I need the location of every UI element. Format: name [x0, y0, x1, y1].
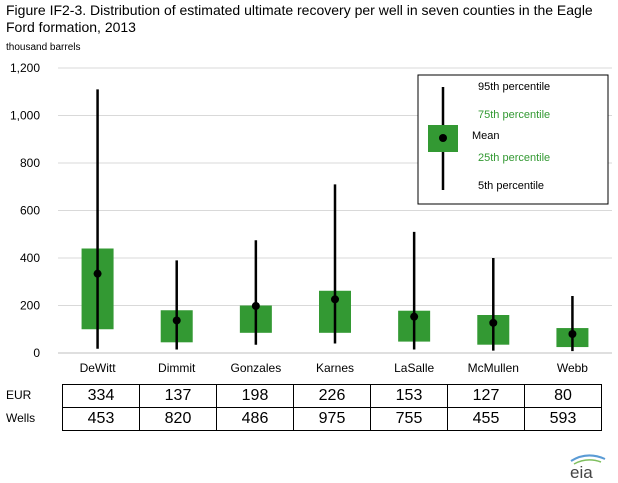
wells-row-label: Wells	[6, 411, 36, 425]
legend-p95: 95th percentile	[478, 81, 550, 93]
wells-cell: 755	[370, 407, 448, 431]
x-tick-label: Dimmit	[158, 361, 196, 375]
box-plot-chart: thousand barrels 0 200 400 600 800 1,000 1,200…	[6, 42, 612, 375]
legend-mean-marker	[439, 134, 447, 142]
y-axis-label: thousand barrels	[6, 42, 81, 53]
mean-marker	[568, 330, 577, 338]
y-tick-label: 400	[20, 251, 40, 265]
x-tick-labels: DeWitt Dimmit Gonzales Karnes LaSalle McMulle…	[80, 361, 589, 375]
legend-p5: 5th percentile	[478, 180, 544, 192]
mean-marker	[331, 295, 339, 304]
legend-p25: 25th percentile	[478, 152, 550, 164]
gridlines	[58, 67, 612, 354]
eur-cell: 226	[293, 384, 371, 408]
mean-marker	[172, 316, 181, 325]
legend: 95th percentile 75th percentile Mean 25t…	[417, 74, 609, 205]
chart-title: Figure IF2-3. Distribution of estimated …	[6, 2, 593, 35]
y-tick-label: 600	[20, 204, 40, 218]
mean-marker	[410, 312, 419, 321]
wells-cell: 455	[447, 407, 525, 431]
wells-cell: 975	[293, 407, 371, 431]
x-tick-label: LaSalle	[394, 361, 434, 375]
wells-cell: 593	[524, 407, 602, 431]
eur-wells-table: 334 137 198 226 153 127 80 453 820 486 9…	[62, 384, 602, 431]
legend-p75: 75th percentile	[478, 109, 550, 121]
svg-text:eia: eia	[570, 463, 593, 480]
eur-cell: 137	[139, 384, 217, 408]
eur-cell: 198	[216, 384, 294, 408]
boxes	[81, 89, 589, 352]
y-tick-label: 0	[33, 346, 40, 360]
wells-row: 453 820 486 975 755 455 593	[62, 407, 602, 431]
eur-cell: 153	[370, 384, 448, 408]
y-tick-label: 1,000	[10, 109, 40, 123]
legend-mean: Mean	[472, 130, 500, 142]
x-tick-label: Karnes	[316, 361, 354, 375]
x-tick-label: Webb	[557, 361, 588, 375]
wells-cell: 820	[139, 407, 217, 431]
wells-cell: 453	[62, 407, 140, 431]
eur-cell: 80	[524, 384, 602, 408]
eia-logo: eia	[570, 454, 606, 480]
mean-marker	[93, 269, 102, 278]
eur-cell: 127	[447, 384, 525, 408]
y-tick-label: 800	[20, 156, 40, 170]
mean-marker	[489, 318, 498, 327]
eur-row-label: EUR	[6, 388, 32, 402]
x-tick-label: DeWitt	[80, 361, 117, 375]
eur-row: 334 137 198 226 153 127 80	[62, 384, 602, 408]
x-tick-label: McMullen	[468, 361, 519, 375]
y-tick-label: 1,200	[10, 61, 40, 75]
eur-cell: 334	[62, 384, 140, 408]
wells-cell: 486	[216, 407, 294, 431]
y-tick-labels: 0 200 400 600 800 1,000 1,200	[10, 61, 40, 360]
mean-marker	[251, 301, 260, 310]
y-tick-label: 200	[20, 299, 40, 313]
x-tick-label: Gonzales	[231, 361, 282, 375]
